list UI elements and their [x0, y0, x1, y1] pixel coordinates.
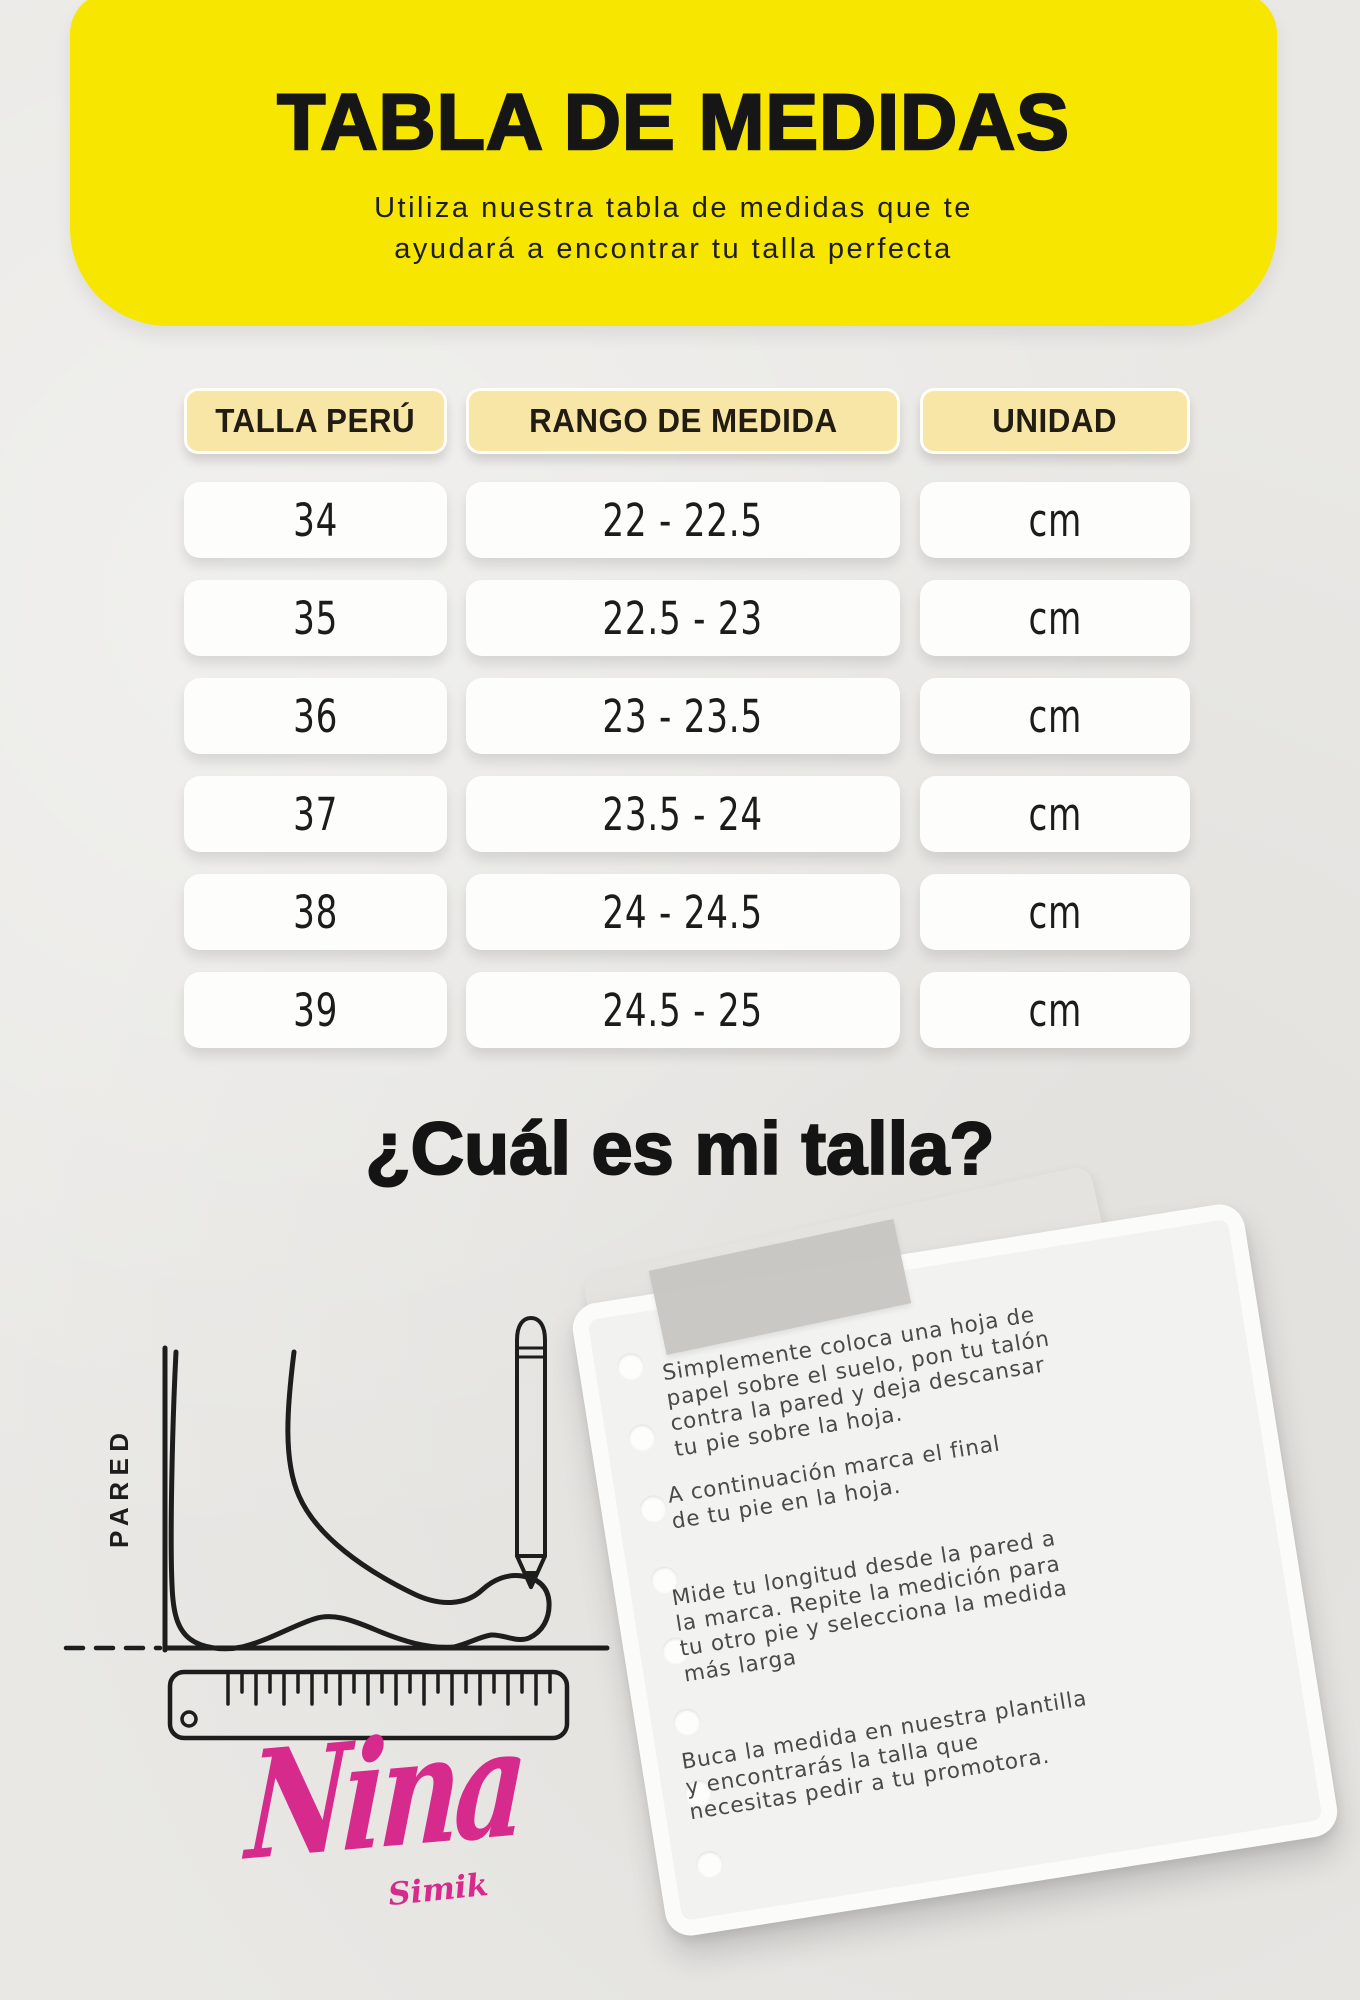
cell-talla: 35	[184, 580, 447, 656]
hole-punch	[694, 1849, 725, 1880]
banner: TABLA DE MEDIDAS Utiliza nuestra tabla d…	[70, 0, 1277, 326]
cell-talla: 39	[184, 972, 447, 1048]
instruction-step-4: Buca la medida en nuestra plantilla y en…	[679, 1686, 1089, 1826]
instruction-step-3: Mide tu longitud desde la pared a la mar…	[670, 1526, 1070, 1688]
cell-talla: 36	[184, 678, 447, 754]
cell-talla: 37	[184, 776, 447, 852]
ruler-hole	[180, 1710, 198, 1728]
ruler-icon	[167, 1669, 570, 1741]
cell-talla: 34	[184, 482, 447, 558]
poster-subtitle: Utiliza nuestra tabla de medidas que te …	[374, 192, 973, 265]
cell-rango: 24.5 - 25	[466, 972, 900, 1048]
hole-punch	[615, 1351, 647, 1383]
section-heading: ¿Cuál es mi talla?	[364, 1106, 995, 1191]
cell-unidad: cm	[920, 678, 1190, 754]
foot-measurement-illustration: PARED	[63, 1316, 610, 1741]
pencil-icon	[515, 1316, 547, 1589]
brand-logo: Nina Simik	[243, 1696, 526, 1950]
brand-name: Nina	[242, 1696, 526, 1895]
wall-label: PARED	[104, 1426, 134, 1548]
cell-rango: 23 - 23.5	[466, 678, 900, 754]
foot-outline	[168, 1349, 552, 1652]
cell-unidad: cm	[920, 580, 1190, 656]
hole-punch	[671, 1706, 703, 1738]
column-header-talla-peru: TALLA PERÚ	[184, 388, 447, 454]
hole-punch	[637, 1493, 669, 1525]
poster-title: TABLA DE MEDIDAS	[276, 76, 1070, 167]
cell-unidad: cm	[920, 482, 1190, 558]
cell-rango: 22 - 22.5	[466, 482, 900, 558]
cell-unidad: cm	[920, 776, 1190, 852]
cell-unidad: cm	[920, 972, 1190, 1048]
cell-unidad: cm	[920, 874, 1190, 950]
ruler-ticks	[226, 1672, 552, 1706]
hole-punch	[626, 1422, 658, 1454]
cell-rango: 24 - 24.5	[466, 874, 900, 950]
column-header-rango-de-medida: RANGO DE MEDIDA	[466, 388, 900, 454]
cell-rango: 23.5 - 24	[466, 776, 900, 852]
column-header-unidad: UNIDAD	[920, 388, 1190, 454]
cell-rango: 22.5 - 23	[466, 580, 900, 656]
cell-talla: 38	[184, 874, 447, 950]
